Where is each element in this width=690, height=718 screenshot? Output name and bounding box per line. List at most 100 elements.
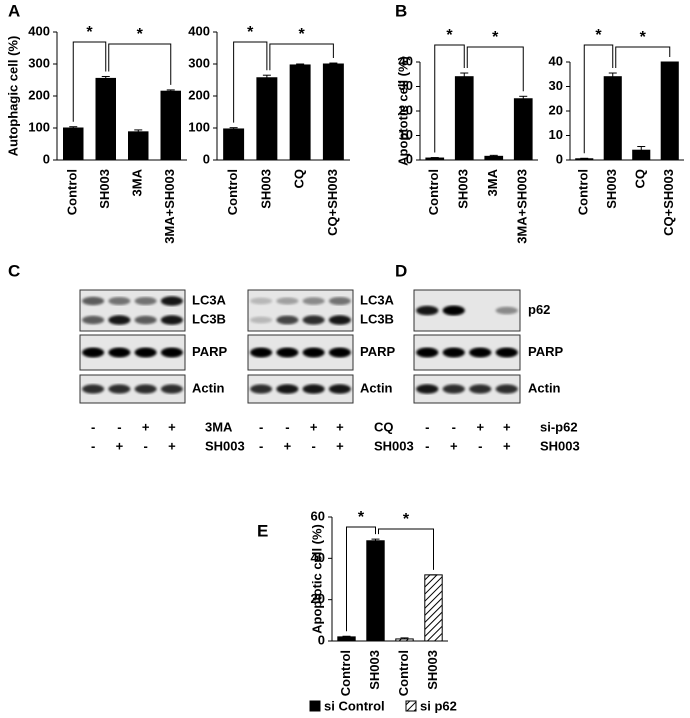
blot-band	[160, 296, 183, 306]
significance-label: *	[595, 27, 602, 44]
blot-band	[495, 384, 518, 394]
x-tick-label: 3MA	[485, 168, 500, 196]
blot-band	[302, 297, 325, 305]
error-bar	[519, 95, 528, 99]
error-bar	[342, 635, 351, 637]
x-tick-label: SH003	[367, 650, 382, 690]
bar	[95, 77, 116, 161]
significance-bracket	[269, 43, 334, 71]
blot-band	[416, 384, 439, 394]
bar	[424, 574, 443, 642]
significance-bracket	[434, 44, 465, 153]
band-label: PARP	[528, 344, 563, 359]
blot-band	[495, 347, 518, 358]
x-tick-label: SH003	[456, 169, 471, 209]
blot-band	[134, 384, 157, 394]
blot-band	[134, 347, 157, 358]
bar	[337, 636, 356, 642]
blot-band	[108, 315, 131, 325]
significance-label: *	[137, 26, 144, 43]
significance-label: *	[403, 511, 410, 528]
x-tick-label: SH003	[425, 650, 440, 690]
blot-band	[442, 305, 465, 316]
bar	[425, 157, 445, 161]
band-label: p62	[528, 302, 550, 317]
error-bar	[460, 72, 469, 77]
blot-band	[302, 347, 325, 358]
bar	[160, 90, 181, 161]
y-axis-label: Autophagic cell (%)	[5, 36, 20, 157]
panel-label: D	[395, 261, 407, 280]
band-label: Actin	[528, 380, 561, 395]
treatment-sign: +	[168, 419, 176, 434]
blot-band	[160, 384, 183, 394]
treatment-name: CQ	[374, 419, 394, 434]
error-bar	[229, 127, 238, 129]
blot-band	[442, 347, 465, 358]
band-label: LC3A	[360, 292, 395, 307]
y-tick-label: 60	[311, 508, 325, 523]
y-tick-label: 10	[399, 127, 413, 142]
blot-band	[328, 297, 351, 305]
panel-label: A	[8, 1, 20, 20]
y-tick-label: 30	[549, 78, 563, 93]
x-tick-label: SH003	[604, 169, 619, 209]
blot-band	[328, 347, 351, 358]
bar	[223, 128, 245, 161]
blot-band	[442, 384, 465, 394]
error-bar	[296, 63, 305, 65]
bar	[454, 76, 474, 161]
bar	[575, 158, 594, 161]
bar	[63, 127, 84, 161]
legend-label: si p62	[420, 698, 457, 713]
treatment-sign: +	[142, 419, 150, 434]
blot-band	[328, 315, 351, 325]
blot-band	[416, 347, 439, 358]
blot-band	[328, 384, 351, 394]
bar	[366, 540, 385, 642]
bar	[484, 155, 504, 161]
y-tick-label: 0	[556, 151, 563, 166]
y-tick-label: 20	[549, 102, 563, 117]
treatment-name: si-p62	[540, 419, 578, 434]
error-bar	[400, 637, 409, 639]
band-label: PARP	[360, 344, 395, 359]
significance-bracket	[108, 43, 172, 85]
error-bar	[69, 126, 78, 128]
treatment-sign: -	[285, 419, 289, 434]
treatment-sign: +	[336, 438, 344, 453]
blot-band	[302, 384, 325, 394]
treatment-sign: +	[116, 438, 124, 453]
blot-box	[79, 289, 186, 332]
error-bar	[371, 538, 380, 541]
panel-label: B	[395, 1, 407, 20]
x-tick-label: 3MA+SH003	[515, 169, 530, 244]
x-tick-label: 3MA+SH003	[162, 169, 177, 244]
error-bar	[101, 75, 110, 79]
band-label: PARP	[192, 344, 227, 359]
error-bar	[608, 72, 617, 77]
x-tick-label: Control	[576, 169, 591, 215]
x-tick-label: SH003	[258, 169, 273, 209]
significance-bracket	[233, 41, 268, 123]
band-label: LC3A	[192, 292, 227, 307]
treatment-sign: +	[503, 438, 511, 453]
error-bar	[637, 146, 646, 151]
bar	[289, 64, 311, 161]
bar	[513, 98, 533, 161]
treatment-sign: -	[452, 419, 456, 434]
y-tick-label: 40	[549, 53, 563, 68]
x-tick-label: 3MA	[130, 168, 145, 196]
error-bar	[489, 154, 498, 157]
y-tick-label: 100	[188, 119, 210, 134]
bar	[660, 61, 679, 161]
error-bar	[262, 74, 271, 78]
y-tick-label: 40	[311, 550, 325, 565]
treatment-sign: -	[91, 438, 95, 453]
y-axis-label: Apoptotic cell (%)	[395, 56, 410, 166]
x-tick-label: Control	[65, 169, 80, 215]
x-tick-label: CQ+SH003	[325, 169, 340, 236]
blot-band	[82, 315, 105, 325]
significance-label: *	[640, 29, 647, 46]
